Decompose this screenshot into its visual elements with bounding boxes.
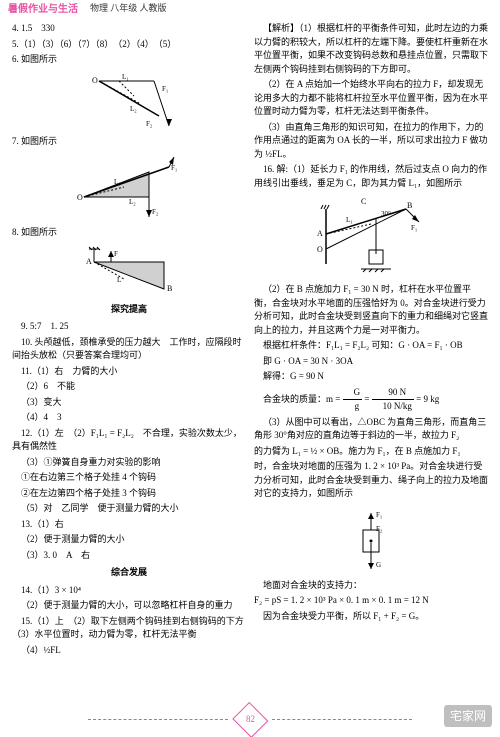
- figure-8-lever: A F L B: [79, 244, 179, 299]
- svg-text:F₂: F₂: [376, 525, 383, 533]
- svg-text:G: G: [376, 561, 381, 569]
- svg-text:L₂: L₂: [129, 198, 136, 206]
- answer-14-2: （2）便于测量力臂的大小，可以忽略杠杆自身的重力: [12, 599, 246, 613]
- svg-text:F₂: F₂: [146, 120, 153, 128]
- figure-r1-angle-lever: A O B C F₁ L₁ 30°: [311, 194, 431, 279]
- frac1-den: g: [343, 400, 363, 414]
- solution-16-support: 地面对合金块的支持力：: [254, 579, 488, 593]
- answer-11-2: （2）6 不能: [12, 380, 246, 394]
- answer-15-4: （4）½FL: [12, 644, 246, 658]
- header-title-left: 暑假作业与生活: [8, 2, 78, 17]
- frac2-den: 10 N/kg: [372, 400, 414, 414]
- answer-4: 4. 1.5 330: [12, 22, 246, 36]
- answer-7: 7. 如图所示: [12, 135, 246, 149]
- answer-11-1: 11.（1）右 力臂的大小: [12, 365, 246, 379]
- footer-line-right: [272, 719, 412, 720]
- solution-16-2: （2）在 B 点施加力 F₁ = 30 N 时，杠杆在水平位置平衡，合金块对水平…: [254, 283, 488, 337]
- solution-16-3b: 的力臂为 L₁ = ½ × OB。施力为 F₁，在 B 点施加力 F₁: [254, 445, 488, 459]
- answer-10: 10. 头颅越低，颈椎承受的压力越大 工作时，应隔段时间抬头放松（只要答案合理均…: [12, 336, 246, 363]
- svg-text:A: A: [86, 257, 92, 266]
- explanation-2: （2）在 A 点始加一个始终水平向右的拉力 F，却发现无论用多大的力都不能将杠杆…: [254, 78, 488, 119]
- section-explore: 探究提高: [12, 303, 246, 317]
- svg-text:O: O: [317, 245, 323, 254]
- answer-12: 12.（1）左 （2）F₁L₁ = F₂L₂ 不合理，实验次数太少，具有偶然性: [12, 427, 246, 454]
- svg-text:F₁: F₁: [162, 85, 168, 93]
- page-footer: 82: [0, 708, 500, 732]
- solution-16-3a: （3）从图中可以看出，△OBC 为直角三角形，而直角三角形 30°角对应的直角边…: [254, 416, 488, 443]
- explanation-3: （3）由直角三角形的知识可知，在拉力的作用下，力的作用点通过的距离为 OA 长的…: [254, 121, 488, 162]
- answer-15: 15.（1）上 （2）取下左侧两个钩码挂到右侧钩码的下方 （3）水平位置时，动力…: [12, 615, 246, 642]
- answer-12-3b: ①在右边第三个格子处挂 4 个钩码: [12, 471, 246, 485]
- solution-16-eq2: 即 G · OA = 30 N · 3OA: [254, 355, 488, 369]
- solution-16-eq1: 根据杠杆条件：F₁L₁ = F₂L₂ 可知：G · OA = F₁ · OB: [254, 339, 488, 353]
- figure-6-lever: O L₁ L₂ F₁ F₂: [84, 71, 174, 131]
- watermark-badge: 宅家网: [444, 705, 492, 727]
- svg-text:L: L: [117, 276, 121, 284]
- answer-12-5: （5）对 乙同学 便于测量力臂的大小: [12, 502, 246, 516]
- two-column-body: 4. 1.5 330 5.（1）（3）（6）（7）（8） （2）（4） （5） …: [0, 18, 500, 706]
- answer-6: 6. 如图所示: [12, 53, 246, 67]
- svg-text:C: C: [361, 197, 366, 206]
- svg-text:L₁: L₁: [114, 178, 121, 186]
- svg-text:B: B: [167, 284, 172, 293]
- frac1-num: G: [343, 386, 363, 401]
- solution-16-1: 16. 解:（1）延长力 F₁ 的作用线，然后过支点 O 向力的作用线引出垂线，…: [254, 163, 488, 190]
- svg-text:O: O: [77, 193, 83, 202]
- answer-8: 8. 如图所示: [12, 226, 246, 240]
- frac2-num: 90 N: [372, 386, 414, 401]
- answer-11-4: （4）4 3: [12, 411, 246, 425]
- page-number: 82: [246, 713, 255, 727]
- left-column: 4. 1.5 330 5.（1）（3）（6）（7）（8） （2）（4） （5） …: [8, 22, 250, 706]
- solution-16-balance: 因为合金块受力平衡，所以 F₁ + F₂ = G。: [254, 610, 488, 624]
- solution-16-mass: 合金块的质量：m = G g = 90 N 10 N/kg = 9 kg: [254, 386, 488, 414]
- svg-text:L₁: L₁: [122, 73, 129, 81]
- svg-text:O: O: [92, 76, 98, 85]
- figure-r2-free-body: F₁ F₂ G: [351, 505, 391, 575]
- mass-mid: =: [364, 394, 371, 404]
- answer-11-3: （3）变大: [12, 396, 246, 410]
- svg-text:30°: 30°: [381, 210, 391, 218]
- svg-text:F₂: F₂: [152, 208, 159, 216]
- explanation-1: 【解析】（1）根据杠杆的平衡条件可知，此时左边的力乘以力臂的积较大，所以杠杆的左…: [254, 22, 488, 76]
- answer-13-3: （3）3. 0 A 右: [12, 549, 246, 563]
- svg-text:L₂: L₂: [130, 105, 137, 113]
- answer-5: 5.（1）（3）（6）（7）（8） （2）（4） （5）: [12, 38, 246, 52]
- svg-text:B: B: [407, 201, 412, 210]
- page-number-diamond: 82: [232, 701, 268, 737]
- answer-12-3c: ②在左边第四个格子处挂 3 个钩码: [12, 487, 246, 501]
- svg-text:F₁: F₁: [411, 224, 417, 232]
- svg-text:A: A: [317, 229, 323, 238]
- mass-pre: 合金块的质量：m =: [263, 394, 343, 404]
- figure-7-lever: O L₁ L₂ F₁ F₂: [74, 152, 184, 222]
- svg-text:L₁: L₁: [346, 216, 353, 224]
- solution-16-eq3: 解得：G = 90 N: [254, 370, 488, 384]
- right-column: 【解析】（1）根据杠杆的平衡条件可知，此时左边的力乘以力臂的积较大，所以杠杆的左…: [250, 22, 492, 706]
- header-title-right: 物理 八年级 人教版: [90, 2, 167, 16]
- answer-9: 9. 5:7 1. 25: [12, 320, 246, 334]
- answer-14-1: 14.（1）3 × 10⁴: [12, 584, 246, 598]
- footer-line-left: [88, 719, 228, 720]
- answer-12-3a: （3）①弹簧自身重力对实验的影响: [12, 456, 246, 470]
- svg-text:F₁: F₁: [376, 511, 382, 519]
- mass-post: = 9 kg: [416, 394, 439, 404]
- svg-text:F₁: F₁: [171, 164, 177, 172]
- svg-text:F: F: [114, 250, 118, 258]
- section-comprehensive: 综合发展: [12, 566, 246, 580]
- page-header: 暑假作业与生活 物理 八年级 人教版: [0, 0, 500, 18]
- solution-16-support-eq: F₂ = pS = 1. 2 × 10³ Pa × 0. 1 m × 0. 1 …: [254, 594, 488, 608]
- solution-16-3c: 时，合金块对地面的压强为 1. 2 × 10³ Pa。对合金块进行受力分析可知，…: [254, 460, 488, 501]
- answer-13-1: 13.（1）右: [12, 518, 246, 532]
- answer-13-2: （2）便于测量力臂的大小: [12, 533, 246, 547]
